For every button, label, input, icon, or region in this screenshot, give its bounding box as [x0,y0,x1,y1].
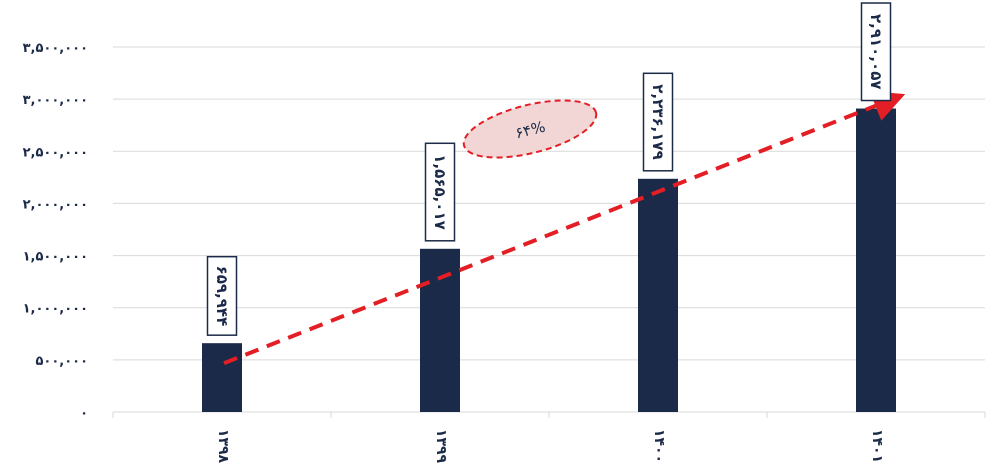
trend-arrow-layer [223,90,906,366]
y-tick-label: ۱,۰۰۰,۰۰۰ [23,302,88,317]
bar [856,108,896,412]
data-label-text: ۶۵۹,۹۴۴ [213,266,231,327]
y-tick-label: ۵۰۰,۰۰۰ [35,354,88,369]
y-tick-label: ۱,۵۰۰,۰۰۰ [23,250,88,265]
data-label-box [206,255,238,336]
x-tick-label: ۱۴۰۰ [651,429,667,463]
x-axis-tick-labels: ۱۳۹۸ ۱۳۹۹ ۱۴۰۰ ۱۴۰۱ [215,429,885,464]
bar [638,178,678,412]
y-tick-label: ۰ [80,406,88,421]
data-label-text: ۲,۲۳۶,۱۷۹ [649,84,667,159]
data-label-text: ۱,۵۶۵,۰۱۷ [431,154,449,229]
x-tick-label: ۱۳۹۸ [215,429,231,464]
y-tick-label: ۳,۵۰۰,۰۰۰ [23,41,88,56]
data-label-box [860,2,892,102]
growth-annotation-ellipse [462,99,598,159]
growth-annotation: ۶۴% [462,99,598,159]
data-label: ۲,۹۱۰,۰۵۷ [860,2,892,102]
bar [202,343,242,412]
data-label-box [642,72,674,172]
y-tick-label: ۲,۰۰۰,۰۰۰ [23,197,88,212]
gridlines [112,46,986,418]
y-axis-tick-labels: ۰ ۵۰۰,۰۰۰ ۱,۰۰۰,۰۰۰ ۱,۵۰۰,۰۰۰ ۲,۰۰۰,۰۰۰ ۲,۵۰۰… [23,41,88,421]
x-tick-label: ۱۴۰۱ [869,429,885,463]
data-label: ۲,۲۳۶,۱۷۹ [642,72,674,172]
x-tick-label: ۱۳۹۹ [433,429,449,464]
trend-arrow [223,90,906,366]
data-labels: ۶۵۹,۹۴۴ ۱,۵۶۵,۰۱۷ ۲,۲۳۶,۱۷۹ ۲,۹۱۰,۰۵۷ [206,2,892,336]
data-label: ۱,۵۶۵,۰۱۷ [424,142,456,242]
data-label-text: ۲,۹۱۰,۰۵۷ [867,14,885,89]
bar [420,248,460,412]
data-label-box [424,142,456,242]
bars [202,108,896,412]
y-tick-label: ۲,۵۰۰,۰۰۰ [23,145,88,160]
y-tick-label: ۳,۰۰۰,۰۰۰ [23,93,88,108]
data-label: ۶۵۹,۹۴۴ [206,255,238,336]
